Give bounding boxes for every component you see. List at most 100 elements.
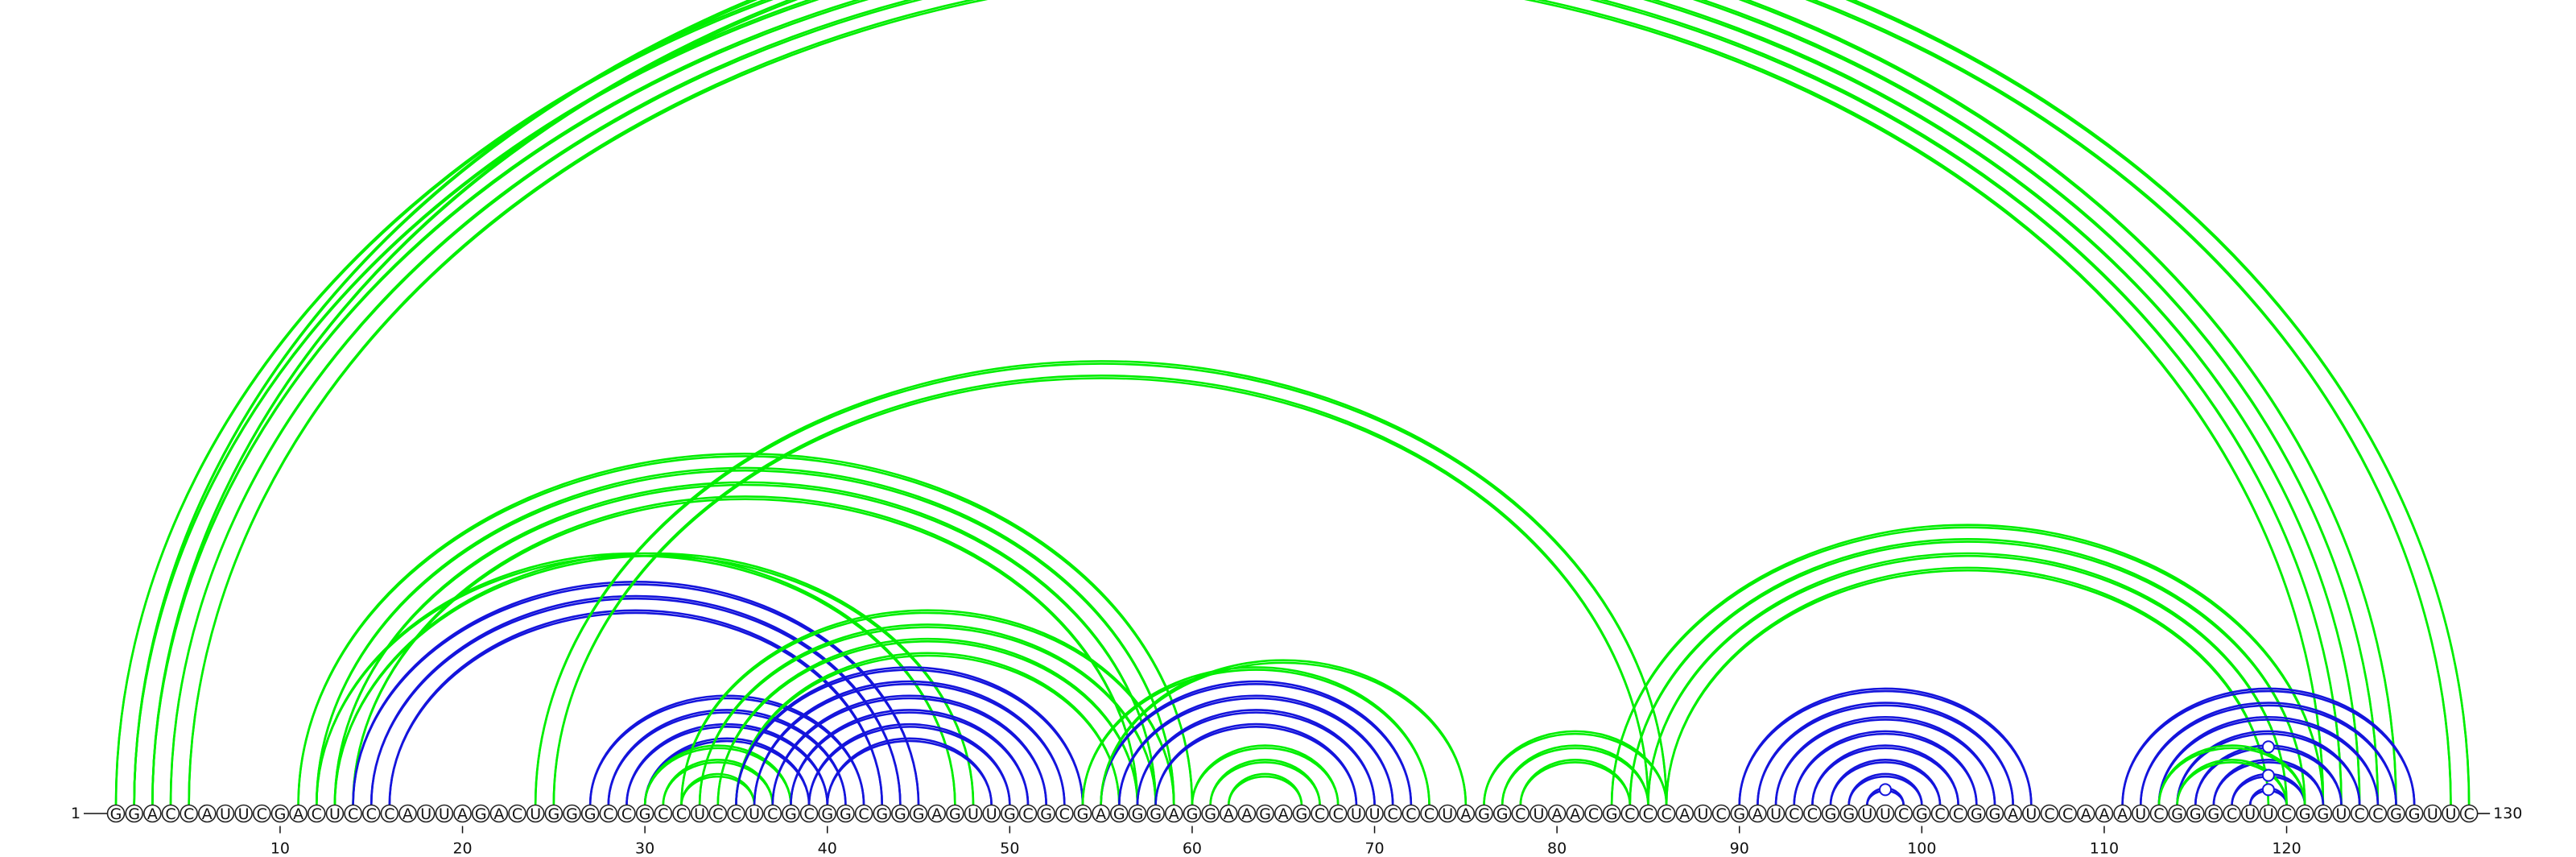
nucleotide-circle xyxy=(909,804,928,823)
nucleotide-98: U xyxy=(1876,804,1895,823)
arc-green-35-56-inner xyxy=(735,652,1121,805)
nucleotide-1: G xyxy=(106,804,126,823)
nucleotide-circle xyxy=(2223,804,2241,823)
nucleotide-letter: C xyxy=(257,805,267,823)
nucleotide-circle xyxy=(544,804,564,823)
nucleotide-circle xyxy=(416,804,436,823)
nucleotide-letter: C xyxy=(1643,805,1653,823)
nucleotide-circle xyxy=(143,804,162,823)
nucleotide-circle xyxy=(1694,804,1712,823)
nucleotide-circle xyxy=(727,804,745,823)
arc-green-3-129 xyxy=(151,0,2452,805)
nucleotide-44: G xyxy=(891,804,910,823)
nucleotide-circle xyxy=(1730,804,1749,823)
nucleotide-circle xyxy=(1237,804,1257,823)
nucleotide-108: C xyxy=(2058,804,2077,823)
nucleotide-5: C xyxy=(180,804,198,823)
nucleotide-circle xyxy=(927,804,946,823)
nucleotide-129: U xyxy=(2442,804,2460,823)
nucleotide-circle xyxy=(982,804,1001,823)
nucleotide-letter: G xyxy=(275,805,287,823)
arc-green-85-120-inner xyxy=(1647,552,2288,805)
nucleotide-19: U xyxy=(435,804,454,823)
nucleotide-circle xyxy=(435,804,454,823)
arc-green-30-38-inner xyxy=(643,744,792,805)
nucleotide-letter: C xyxy=(2463,805,2474,823)
arc-blue-35-54-inner xyxy=(735,666,1084,805)
nucleotide-letter: U xyxy=(2446,805,2457,823)
arc-green-1-126-inner xyxy=(114,0,2397,805)
nucleotide-letter: G xyxy=(475,805,487,823)
nucleotide-2: G xyxy=(125,804,143,823)
nucleotide-113: C xyxy=(2149,804,2169,823)
nucleotide-63: A xyxy=(1237,804,1257,823)
nucleotide-circle xyxy=(2022,804,2041,823)
nucleotide-47: G xyxy=(946,804,964,823)
nucleotide-letter: C xyxy=(2281,805,2292,823)
nucleotide-letter: U xyxy=(1697,805,1708,823)
nucleotide-123: U xyxy=(2332,804,2351,823)
nucleotide-36: U xyxy=(745,804,764,823)
nucleotide-letter: A xyxy=(1570,805,1580,823)
nucleotide-letter: C xyxy=(2355,805,2365,823)
nucleotide-circle xyxy=(1073,804,1092,823)
nucleotide-125: C xyxy=(2368,804,2388,823)
nucleotide-letter: C xyxy=(1588,805,1599,823)
nucleotide-59: A xyxy=(1164,804,1183,823)
nucleotide-letter: G xyxy=(894,805,906,823)
nucleotide-circle xyxy=(1383,804,1402,823)
nucleotide-circle xyxy=(2076,804,2095,823)
nucleotide-circle xyxy=(380,804,399,823)
tick-label-70: 70 xyxy=(1364,840,1384,857)
arc-blue-16-43-inner xyxy=(388,609,884,805)
arc-blue-56-71-inner xyxy=(1118,694,1394,805)
nucleotide-circle xyxy=(289,804,308,823)
nucleotide-circle xyxy=(216,804,235,823)
nucleotide-21: G xyxy=(471,804,490,823)
nucleotide-85: C xyxy=(1639,804,1657,823)
arc-green-2-130-inner xyxy=(133,0,2471,805)
nucleotide-62: A xyxy=(1219,804,1238,823)
nucleotide-letter: G xyxy=(1259,805,1271,823)
pair-marker-115-123 xyxy=(2261,740,2275,754)
nucleotide-circle xyxy=(1620,804,1640,823)
nucleotide-letter: U xyxy=(439,805,450,823)
nucleotide-letter: U xyxy=(2244,805,2256,823)
nucleotide-letter: C xyxy=(1424,805,1435,823)
nucleotide-circle xyxy=(1018,804,1038,823)
nucleotide-letter: C xyxy=(2062,805,2073,823)
nucleotide-circle xyxy=(2295,804,2314,823)
nucleotide-124: C xyxy=(2350,804,2369,823)
arc-green-24-86-inner xyxy=(534,360,1668,805)
nucleotide-25: G xyxy=(544,804,564,823)
nucleotide-circle xyxy=(599,804,618,823)
nucleotide-122: G xyxy=(2314,804,2333,823)
nucleotide-circle xyxy=(1456,804,1476,823)
arc-green-33-58-inner xyxy=(698,623,1157,805)
nucleotide-circle xyxy=(2442,804,2460,823)
nucleotide-circle xyxy=(2168,804,2186,823)
nucleotide-circle xyxy=(1858,804,1876,823)
nucleotide-69: U xyxy=(1347,804,1366,823)
nucleotide-circle xyxy=(563,804,581,823)
tick-label-10: 10 xyxy=(270,840,290,857)
nucleotide-84: C xyxy=(1620,804,1640,823)
nucleotide-letter: A xyxy=(202,805,213,823)
nucleotide-circle xyxy=(873,804,892,823)
arc-blue-29-40-inner xyxy=(625,722,829,805)
arc-blue-30-39 xyxy=(643,739,811,805)
nucleotide-76: G xyxy=(1475,804,1493,823)
nucleotide-128: U xyxy=(2423,804,2442,823)
nucleotide-65: A xyxy=(1274,804,1293,823)
nucleotide-110: A xyxy=(2095,804,2114,823)
nucleotide-105: A xyxy=(2004,804,2022,823)
nucleotide-39: C xyxy=(799,804,819,823)
nucleotide-circle xyxy=(782,804,800,823)
nucleotide-letter: A xyxy=(1169,805,1179,823)
nucleotide-circle xyxy=(1584,804,1603,823)
nucleotide-letter: G xyxy=(128,805,140,823)
nucleotide-circle xyxy=(635,804,654,823)
nucleotide-circle xyxy=(690,804,709,823)
nucleotide-68: C xyxy=(1328,804,1348,823)
nucleotide-28: C xyxy=(599,804,618,823)
